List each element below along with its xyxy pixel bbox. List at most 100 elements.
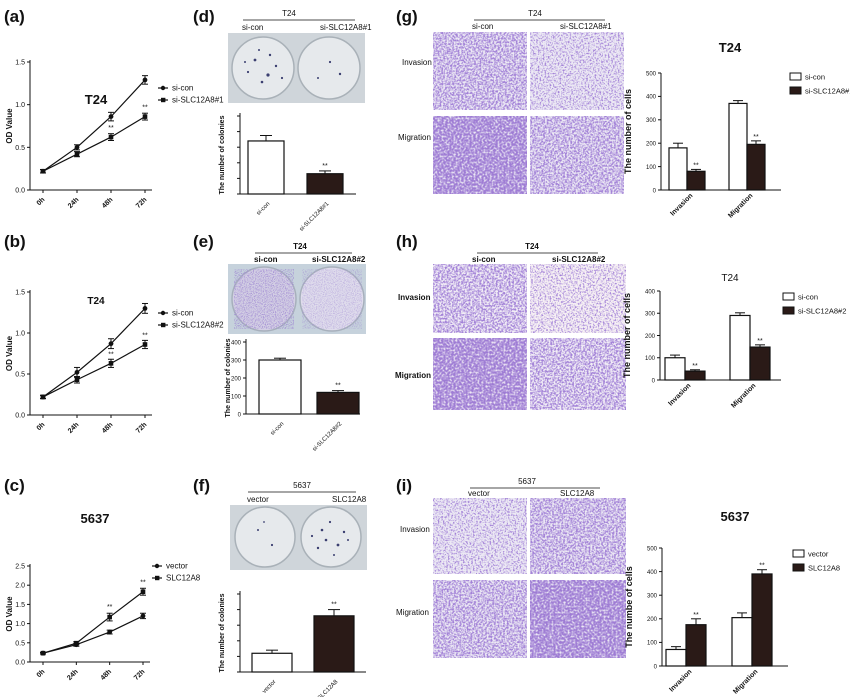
x-tick-label: 48h — [101, 196, 114, 209]
bar-0 — [728, 102, 748, 191]
legend-swatch — [782, 292, 795, 301]
y-tick-label: 0.5 — [15, 640, 25, 647]
legend-marker — [160, 310, 166, 316]
significance-marker: ** — [331, 602, 337, 609]
y-tick-label: 0 — [654, 664, 658, 670]
header-group-e: T24 — [293, 242, 307, 251]
legend-label: SLC12A8 — [808, 564, 840, 573]
cell-count-bar-chart-i: 0 100 200 300 400 500 The numbe of cells 5637 **… — [624, 509, 840, 696]
colony-photo-f: 5637 vector SLC12A8 — [230, 481, 367, 570]
header-right-i: SLC12A8 — [560, 489, 595, 498]
y-tick-label: 0 — [653, 188, 657, 194]
row-label-invasion-g: Invasion — [402, 58, 432, 67]
significance-marker: ** — [142, 332, 148, 339]
growth-line-chart-b: 0.0 0.5 1.0 1.5 0h 24h 48h 72h OD Value T24 ** ** si… — [5, 290, 224, 435]
chart-title: T24 — [87, 296, 105, 307]
legend-marker — [160, 85, 166, 91]
x-tick-label: Migration — [732, 668, 759, 695]
bar-1 — [684, 370, 706, 381]
bar-0 — [729, 314, 751, 381]
x-tick-label: si-con — [256, 201, 272, 217]
header-right-h: si-SLC12A8#2 — [552, 255, 606, 264]
x-tick-label: si-SLC12A8#1 — [299, 201, 331, 233]
data-point — [107, 614, 112, 620]
legend-label: si-SLC12A8#1 — [805, 87, 850, 96]
header-group-g: T24 — [528, 9, 542, 18]
legend-label: si-SLC12A8#1 — [172, 96, 224, 105]
significance-marker: ** — [759, 563, 765, 570]
y-axis-label: OD Value — [5, 335, 14, 371]
header-right-e: si-SLC12A8#2 — [312, 255, 366, 264]
data-point — [142, 114, 148, 119]
header-group-f: 5637 — [293, 481, 311, 490]
growth-line-chart-c: 0.0 0.5 1.0 1.5 2.0 2.5 0h 24h 48h 72h OD Value 563… — [5, 511, 201, 682]
legend-marker — [154, 563, 160, 569]
x-tick-label: 72h — [133, 668, 146, 681]
y-axis-label: The number of cells — [622, 293, 632, 378]
row-label-invasion-h: Invasion — [398, 293, 431, 302]
header-left-i: vector — [468, 489, 490, 498]
y-tick-label: 100 — [647, 641, 658, 647]
data-point — [40, 168, 46, 174]
y-tick-label: 300 — [645, 312, 656, 318]
legend-swatch — [782, 306, 795, 315]
significance-marker: ** — [108, 351, 114, 358]
data-point — [74, 369, 80, 375]
legend-label: si-SLC12A8#2 — [798, 307, 846, 316]
significance-marker: ** — [107, 604, 113, 611]
bar-1 — [746, 143, 766, 191]
header-left-e: si-con — [254, 255, 278, 264]
header-group-h: T24 — [525, 242, 539, 251]
y-tick-label: 200 — [647, 617, 658, 623]
bar-1 — [749, 346, 771, 381]
legend-label: SLC12A8 — [166, 574, 201, 583]
legend-label: si-SLC12A8#2 — [172, 321, 224, 330]
significance-marker: ** — [140, 579, 146, 586]
header-right-g: si-SLC12A8#1 — [560, 22, 612, 31]
chart-title: T24 — [721, 273, 739, 284]
chart-title: 5637 — [81, 511, 110, 526]
y-tick-label: 400 — [231, 340, 242, 346]
series-line-0 — [42, 79, 146, 172]
series-line-1 — [42, 343, 146, 398]
header-left-h: si-con — [472, 255, 496, 264]
colony-photo-d: T24 si-con si-SLC12A8#1 — [228, 9, 372, 103]
y-tick-label: 200 — [645, 334, 656, 340]
bar-1 — [751, 573, 773, 667]
data-point — [140, 589, 146, 595]
y-tick-label: 100 — [646, 165, 657, 171]
y-axis-label: OD Value — [5, 108, 14, 144]
legend-label: si-con — [805, 73, 825, 82]
y-tick-label: 200 — [646, 142, 657, 148]
series-line-0 — [42, 307, 146, 398]
series-line-1 — [42, 116, 146, 172]
data-point — [108, 361, 114, 366]
legend-marker — [155, 575, 160, 581]
bar-0 — [258, 359, 302, 415]
y-tick-label: 0 — [238, 412, 242, 418]
y-axis-label: The number of colonies — [225, 338, 232, 417]
chart-title: T24 — [85, 92, 108, 107]
y-tick-label: 1.0 — [15, 621, 25, 628]
growth-line-chart-a: 0.0 0.5 1.0 1.5 0h 24h 48h 72h OD Value T24 ** ** si… — [5, 60, 224, 210]
significance-marker: ** — [753, 134, 759, 141]
x-tick-label: si-con — [270, 421, 286, 437]
x-tick-label: 0h — [36, 421, 47, 432]
chart-title: 5637 — [721, 509, 750, 524]
significance-marker: ** — [322, 163, 328, 170]
y-tick-label: 200 — [231, 376, 242, 382]
data-point — [40, 394, 46, 400]
bar-1 — [685, 624, 707, 667]
y-tick-label: 500 — [647, 546, 658, 552]
x-tick-label: vector — [262, 679, 278, 695]
data-point — [140, 613, 146, 619]
y-tick-label: 1.5 — [15, 602, 25, 609]
y-tick-label: 1.0 — [15, 331, 25, 338]
legend-label: vector — [808, 550, 829, 559]
significance-marker: ** — [335, 383, 341, 390]
x-tick-label: 72h — [135, 421, 148, 434]
header-left-d: si-con — [242, 23, 263, 32]
bar-0 — [668, 147, 688, 191]
